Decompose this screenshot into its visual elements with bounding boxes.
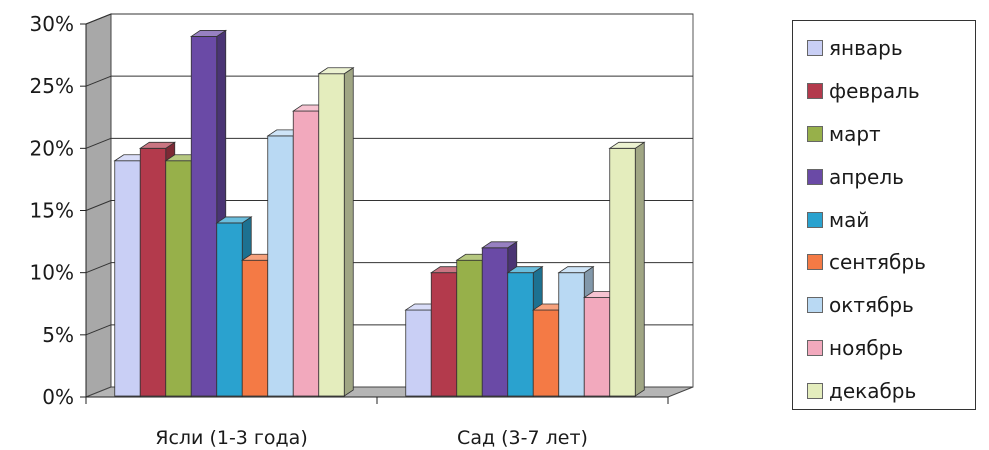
bar-top [189, 30, 228, 37]
bar-front [241, 259, 269, 397]
legend-item: октябрь [807, 284, 975, 327]
legend-label: декабрь [829, 378, 917, 403]
legend-item: ноябрь [807, 327, 975, 370]
gridline-side [85, 324, 112, 336]
bar-front [318, 73, 345, 397]
gridline-side [85, 75, 112, 87]
x-category-label: Сад (3-7 лет) [457, 427, 588, 449]
bar-front [216, 222, 243, 397]
bar-front [583, 297, 611, 397]
bar-декабрь-0 [317, 66, 355, 397]
legend-label: ноябрь [829, 335, 904, 360]
bar-top [215, 216, 253, 224]
gridline-side [85, 262, 112, 274]
bar-front [139, 147, 167, 397]
bar-апрель-0 [189, 29, 228, 397]
legend-item: декабрь [807, 369, 975, 412]
bar-front [165, 160, 192, 397]
chart: 0% 5% 10% 15% 20% 25% 30% Ясли (1-3 года) Сад (… [30, 12, 694, 449]
bar-side [634, 141, 645, 397]
bar-front [532, 309, 560, 397]
legend-swatch [807, 40, 823, 57]
bar-front [430, 272, 458, 397]
bar-front [609, 147, 636, 397]
legend-swatch [807, 168, 823, 185]
legend-swatch [807, 125, 823, 142]
bar-front [405, 309, 432, 397]
legend-label: март [829, 121, 881, 146]
bar-front [456, 259, 483, 397]
legend-label: февраль [829, 79, 920, 104]
bar-front [292, 110, 320, 397]
legend-label: январь [829, 36, 903, 61]
bar-front [481, 247, 509, 397]
legend-swatch [807, 83, 823, 100]
y-tick-label: 0% [42, 385, 74, 409]
y-tick-label: 10% [30, 261, 74, 285]
bar-top [506, 266, 544, 274]
bar-front [267, 135, 294, 397]
bar-top [480, 241, 519, 249]
legend-label: октябрь [829, 293, 914, 318]
legend-swatch [807, 382, 823, 399]
legend-swatch [807, 254, 823, 271]
bar-top [557, 266, 595, 274]
x-axis-categories: Ясли (1-3 года) Сад (3-7 лет) [85, 397, 669, 449]
legend-item: январь [807, 27, 975, 70]
legend-item: февраль [807, 70, 975, 113]
legend-label: май [829, 207, 870, 232]
bar-top [317, 67, 355, 75]
bar-front [190, 36, 218, 397]
gridline-side [85, 137, 112, 149]
bar-side [343, 66, 354, 397]
legend-label: апрель [829, 164, 904, 189]
bar-front [114, 160, 141, 397]
bar-front [558, 272, 585, 397]
legend-item: март [807, 113, 975, 156]
bar-декабрь-1 [608, 141, 646, 397]
gridline-side [85, 200, 112, 211]
y-tick-label: 20% [30, 136, 74, 160]
legend-swatch [807, 339, 823, 356]
legend-label: сентябрь [829, 250, 926, 275]
bar-top [138, 141, 177, 149]
y-tick-label: 5% [42, 323, 74, 347]
y-tick-label: 15% [30, 199, 74, 223]
legend-item: сентябрь [807, 241, 975, 284]
y-tick-label: 30% [30, 12, 74, 36]
gridline-side [85, 13, 112, 25]
legend-item: май [807, 198, 975, 241]
x-category-label: Ясли (1-3 года) [155, 427, 307, 449]
y-tick-label: 25% [30, 74, 74, 98]
legend-swatch [807, 211, 823, 228]
legend: январь февраль март апрель май сентябрь октябр… [792, 20, 976, 410]
bar-top [608, 141, 646, 149]
bar-front [507, 272, 534, 397]
bars [113, 29, 646, 397]
legend-swatch [807, 297, 823, 314]
legend-item: апрель [807, 155, 975, 198]
